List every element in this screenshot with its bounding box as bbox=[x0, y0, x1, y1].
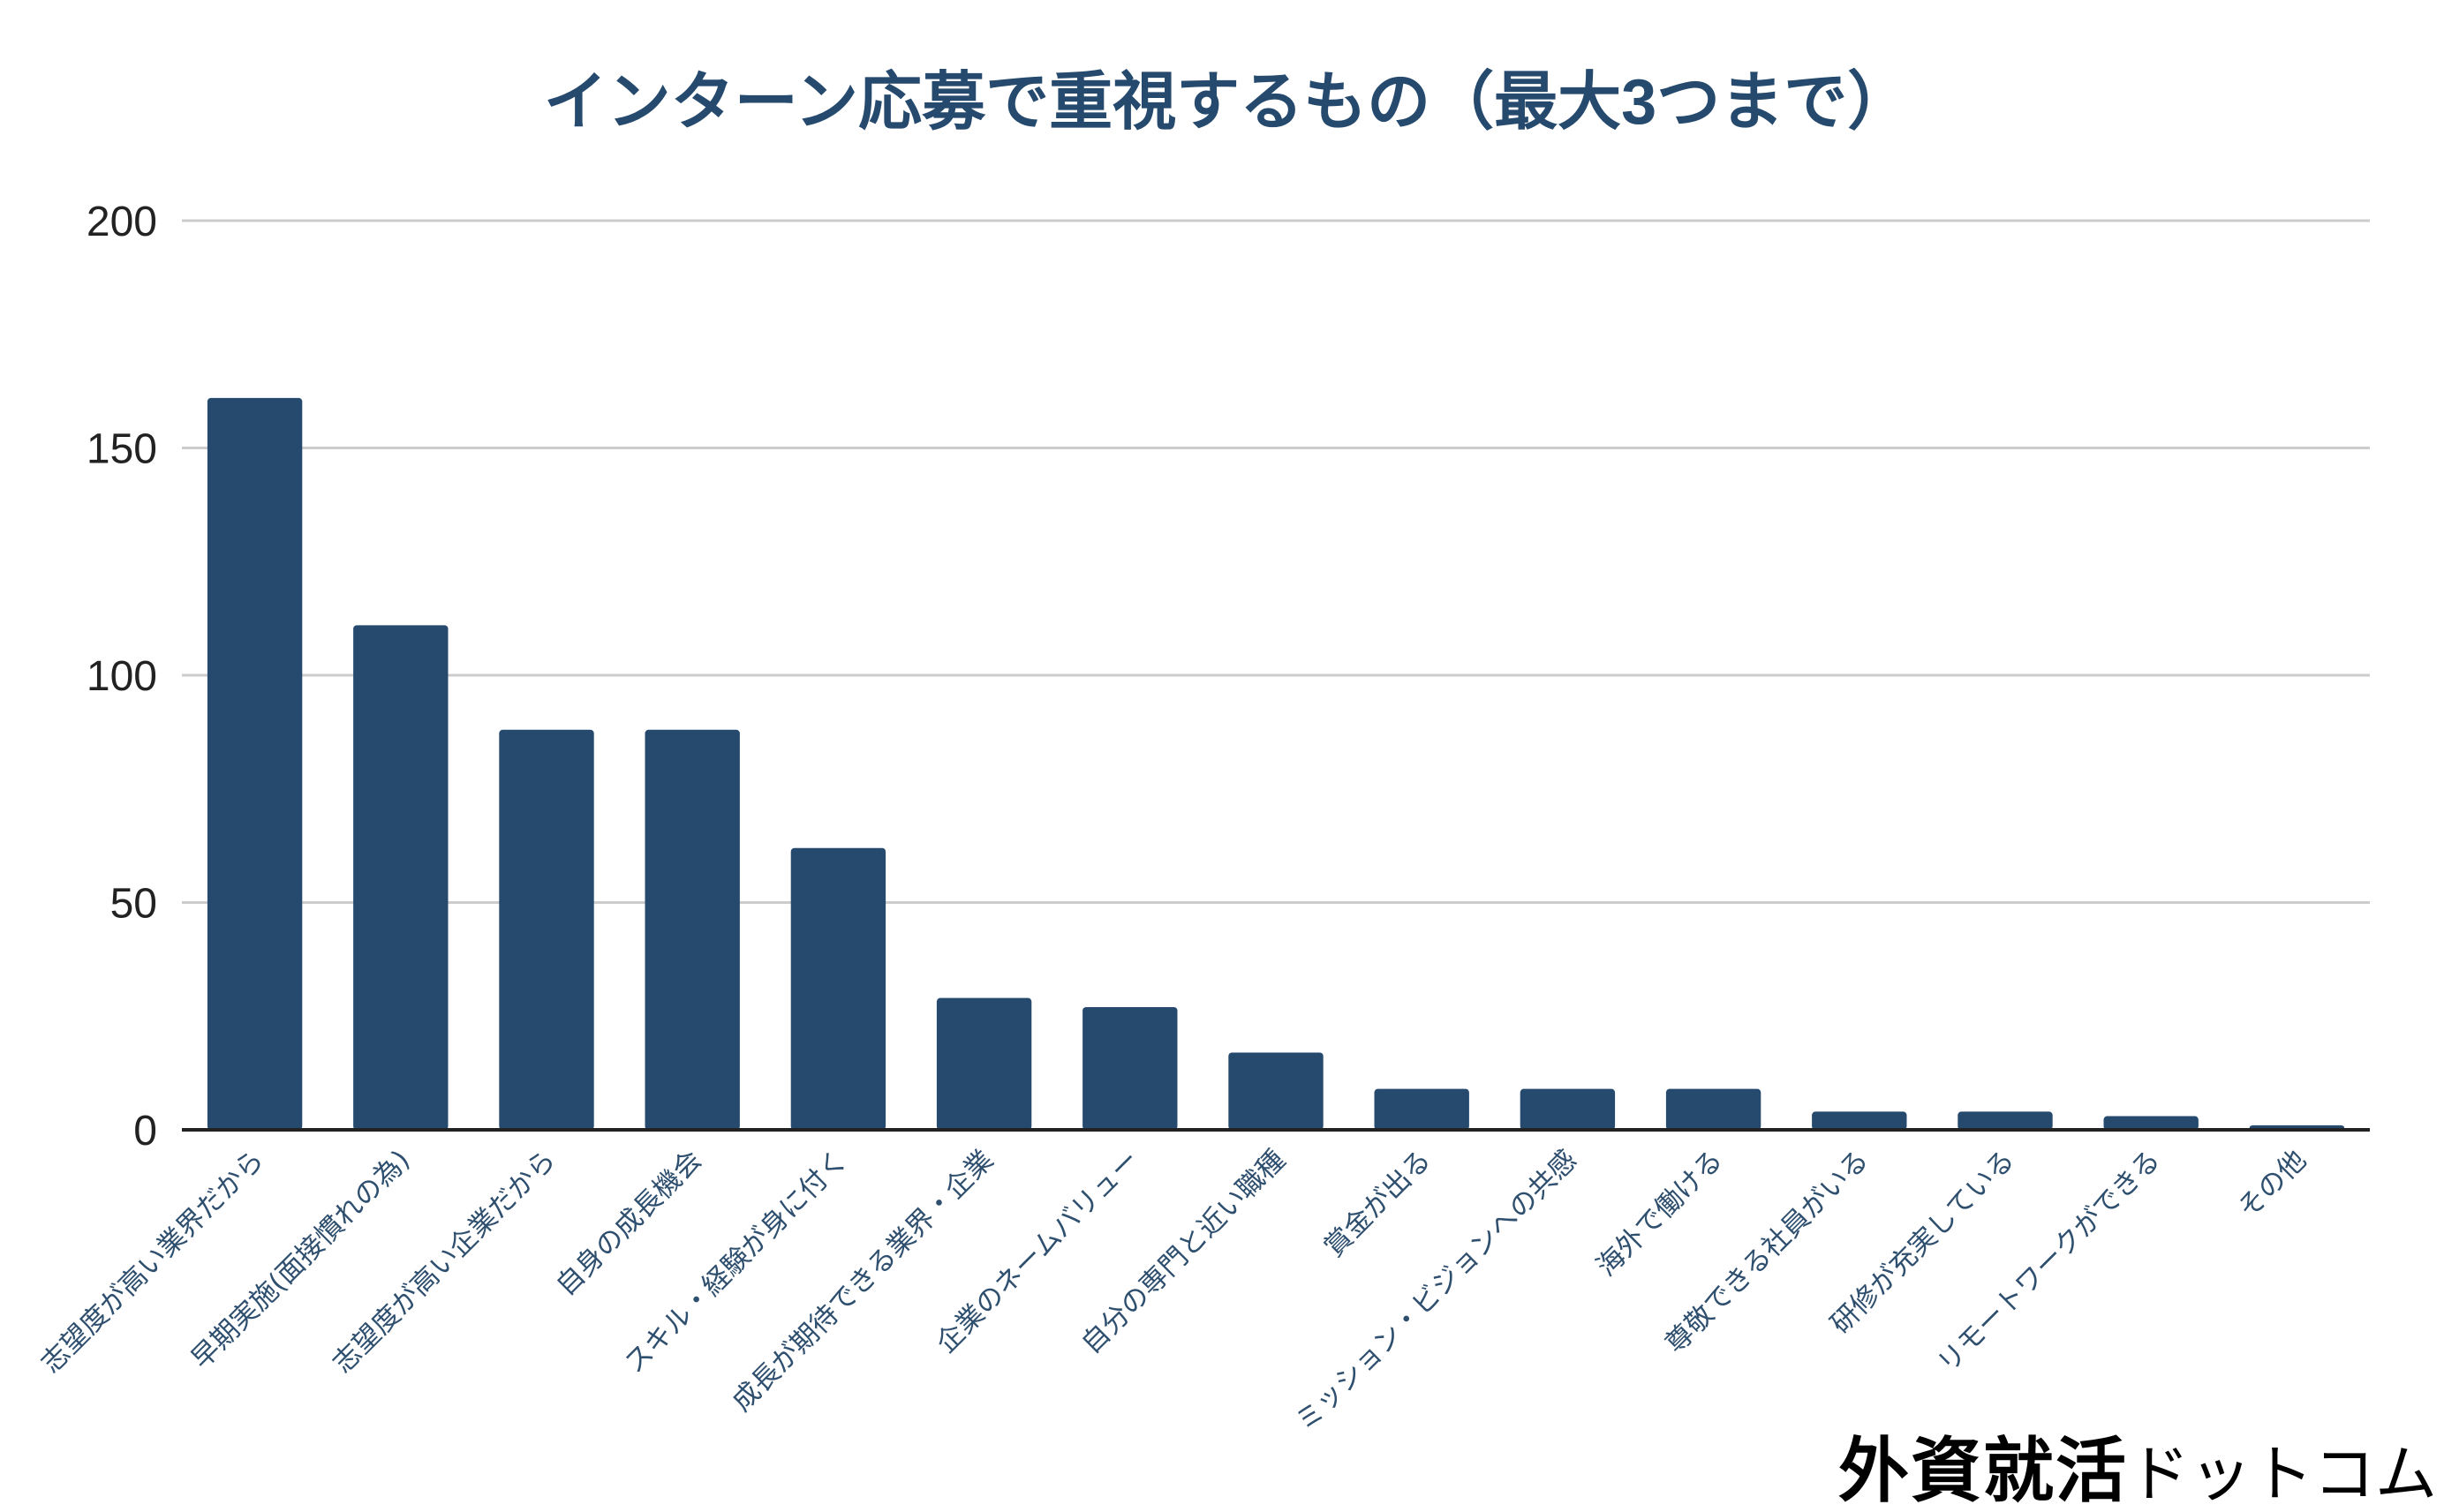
y-tick-label: 100 bbox=[87, 653, 157, 700]
x-axis-category-labels: 志望度が高い業界だから早期実施(面接慣れの為)志望度が高い企業だから自身の成長機… bbox=[35, 1144, 2312, 1437]
bar bbox=[1812, 1111, 1907, 1130]
y-axis-ticks: 0 50 100 150 200 bbox=[87, 199, 157, 1155]
bar bbox=[353, 625, 449, 1130]
chart-title: インターン応募で重視するもの（最大3つまで） bbox=[544, 67, 1911, 138]
bar bbox=[1374, 1088, 1469, 1130]
watermark-kanji: 外資就活 bbox=[1838, 1429, 2128, 1512]
bar bbox=[936, 997, 1032, 1130]
bar bbox=[790, 847, 886, 1130]
bar bbox=[1665, 1088, 1761, 1130]
x-category-label: 成長が期待できる業界・企業 bbox=[726, 1144, 999, 1418]
y-tick-label: 200 bbox=[87, 199, 157, 245]
watermark-kana: ドットコム bbox=[2128, 1438, 2437, 1510]
bar bbox=[1520, 1088, 1616, 1130]
bar bbox=[2103, 1116, 2199, 1130]
y-tick-label: 0 bbox=[133, 1108, 157, 1155]
y-tick-label: 150 bbox=[87, 426, 157, 473]
bar bbox=[207, 397, 303, 1131]
bar bbox=[1228, 1052, 1324, 1130]
bars bbox=[207, 397, 2345, 1131]
bar bbox=[645, 729, 740, 1130]
x-category-label: 海外で働ける bbox=[1590, 1144, 1729, 1283]
x-category-label: 自身の成長機会 bbox=[550, 1144, 708, 1302]
watermark-logo: 外資就活ドットコム bbox=[1838, 1435, 2437, 1506]
bar bbox=[499, 729, 594, 1130]
x-category-label: ミッション・ビジョンへの共感 bbox=[1290, 1144, 1583, 1437]
x-category-label: その他 bbox=[2232, 1144, 2312, 1224]
gridlines bbox=[182, 219, 2370, 904]
y-tick-label: 50 bbox=[110, 881, 157, 928]
x-category-label: 賞金が出る bbox=[1318, 1144, 1437, 1263]
bar bbox=[1082, 1006, 1178, 1130]
bar bbox=[1957, 1111, 2053, 1130]
